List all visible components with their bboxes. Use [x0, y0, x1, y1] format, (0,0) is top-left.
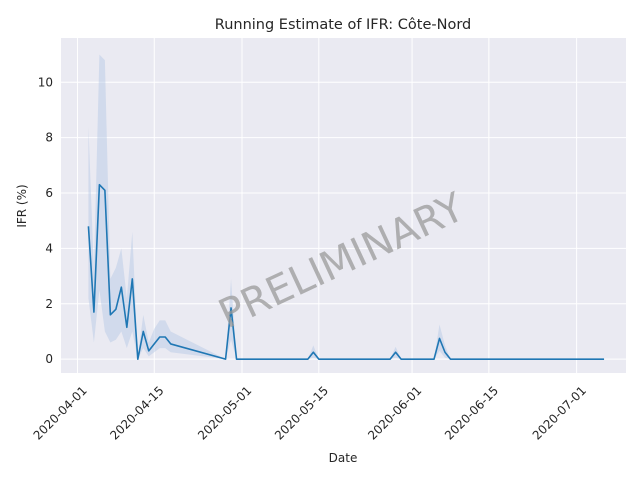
x-tick-labels: 2020-04-01 2020-04-15 2020-05-01 2020-05-15…: [31, 383, 589, 442]
y-tick-labels: 0 2 4 6 8 10: [38, 75, 53, 366]
x-axis-label: Date: [329, 451, 358, 465]
grid-lines: [61, 38, 626, 373]
y-tick-label: 0: [45, 352, 53, 366]
y-tick-label: 10: [38, 75, 53, 89]
x-tick-label: 2020-04-01: [31, 383, 90, 442]
x-tick-label: 2020-05-15: [272, 383, 331, 442]
plot-background: [61, 38, 626, 373]
x-tick-label: 2020-05-01: [195, 383, 254, 442]
x-tick-label: 2020-06-01: [365, 383, 424, 442]
y-tick-label: 2: [45, 297, 53, 311]
y-tick-label: 6: [45, 186, 53, 200]
series-line-layer: [87, 183, 605, 360]
y-axis-label: IFR (%): [15, 184, 29, 227]
y-tick-label: 4: [45, 241, 53, 255]
x-tick-label: 2020-07-01: [530, 383, 589, 442]
y-tick-label: 8: [45, 131, 53, 145]
ifr-series-line: [87, 183, 605, 360]
x-tick-label: 2020-04-15: [107, 383, 166, 442]
x-tick-label: 2020-06-15: [442, 383, 501, 442]
chart-title: Running Estimate of IFR: Côte-Nord: [215, 17, 471, 33]
